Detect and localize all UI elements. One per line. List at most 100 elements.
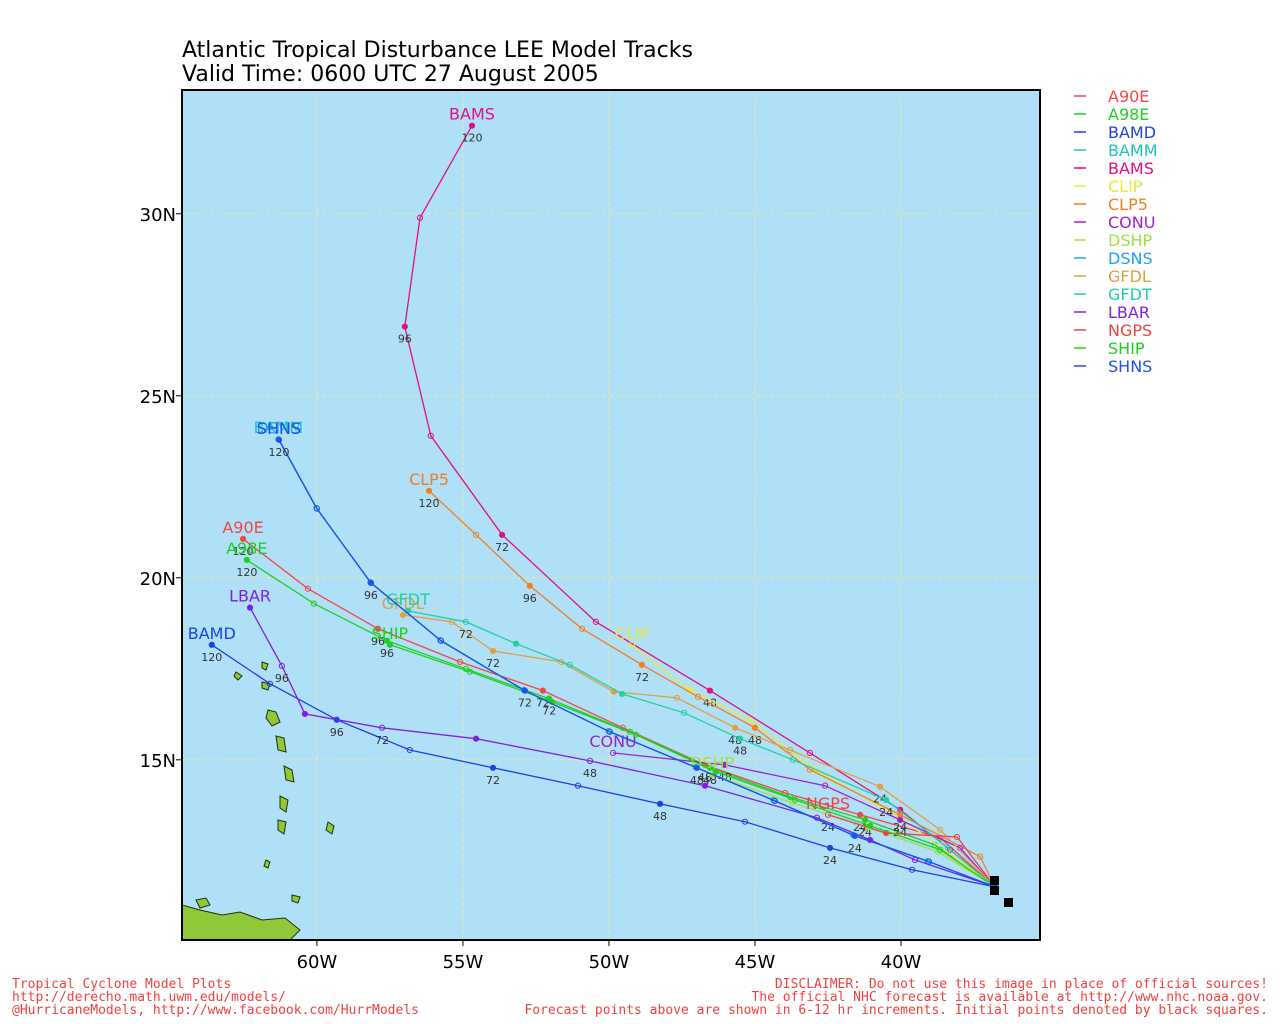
legend-label: BAMM xyxy=(1108,141,1158,160)
track-point xyxy=(821,782,829,789)
track-name: DSHP xyxy=(690,754,735,773)
track-point xyxy=(673,694,681,702)
track-point xyxy=(789,756,797,763)
hour-label: 24 xyxy=(848,842,862,855)
track-point xyxy=(399,611,407,619)
legend-label: SHIP xyxy=(1108,339,1145,358)
hour-label: 72 xyxy=(518,697,532,710)
chart-subtitle: Valid Time: 0600 UTC 27 August 2005 xyxy=(182,62,599,87)
legend-label: NGPS xyxy=(1108,321,1152,340)
track-line xyxy=(827,814,996,888)
track-point xyxy=(489,764,497,771)
track-point xyxy=(539,687,547,694)
hour-label: 120 xyxy=(268,446,289,459)
track-point xyxy=(466,668,474,675)
track-point xyxy=(266,680,274,687)
hour-label: 48 xyxy=(653,810,667,823)
hour-label: 120 xyxy=(233,545,254,558)
track-point xyxy=(498,531,506,538)
track-line xyxy=(612,752,996,888)
footer-left: Tropical Cyclone Model Plots xyxy=(12,977,231,992)
legend-label: CLIP xyxy=(1108,177,1143,196)
track-point xyxy=(861,816,869,823)
track-name: GFDT xyxy=(386,590,430,609)
track-name: SHIP xyxy=(372,624,409,643)
track-point xyxy=(462,618,469,625)
track-point xyxy=(628,641,636,648)
chart-title: Atlantic Tropical Disturbance LEE Model … xyxy=(182,38,693,63)
track-point xyxy=(378,724,386,731)
hour-label: 48 xyxy=(690,774,704,787)
track-name: CLIP xyxy=(615,624,650,643)
footer-left: http://derecho.math.uwm.edu/models/ xyxy=(12,990,286,1005)
track-point xyxy=(606,728,613,735)
track-point xyxy=(680,709,688,716)
track-line xyxy=(211,644,996,888)
track-point xyxy=(526,582,533,589)
track-point xyxy=(275,436,283,443)
legend-label: A90E xyxy=(1108,87,1149,106)
hour-label: 24 xyxy=(893,821,907,834)
track-point xyxy=(866,822,874,829)
hour-label: 72 xyxy=(486,657,500,670)
track-point xyxy=(313,505,321,512)
track-point xyxy=(208,641,215,648)
track-name: A90E xyxy=(222,518,263,537)
track-point xyxy=(374,625,382,632)
hour-label: 48 xyxy=(698,771,712,784)
track-point xyxy=(574,782,582,789)
track-line xyxy=(407,610,996,888)
track-name: CONU xyxy=(589,732,636,751)
hour-label: 72 xyxy=(375,734,389,747)
track-point xyxy=(512,640,520,647)
track-name: BAMM xyxy=(254,418,304,437)
track-point xyxy=(693,764,700,771)
track-name: CLP5 xyxy=(409,470,449,489)
y-tick-label: 30N xyxy=(140,205,176,226)
x-tick-label: 40W xyxy=(881,952,922,973)
tracks: 24487296120A90E24487296120A98E2448729612… xyxy=(182,90,1040,940)
plot-frame xyxy=(181,89,1041,941)
track-point xyxy=(701,782,709,789)
hour-label: 96 xyxy=(380,647,394,660)
x-tick-label: 45W xyxy=(735,952,776,973)
track-point xyxy=(694,693,702,700)
legend-label: CONU xyxy=(1108,213,1155,232)
track-line xyxy=(428,490,996,888)
footer-right: Forecast points above are shown in 6-12 … xyxy=(524,1003,1268,1018)
track-line xyxy=(278,439,996,888)
track-point xyxy=(566,661,573,668)
track-line xyxy=(242,538,996,888)
track-point xyxy=(301,710,309,718)
track-point xyxy=(786,746,794,754)
track-point xyxy=(751,724,759,731)
track-line xyxy=(631,644,996,888)
track-point xyxy=(876,783,884,790)
hour-label: 72 xyxy=(635,671,649,684)
track-point xyxy=(609,749,617,756)
track-name: BAMS xyxy=(449,105,495,124)
hour-label: 120 xyxy=(461,132,482,145)
hour-label: 48 xyxy=(583,767,597,780)
track-point xyxy=(304,585,311,592)
hour-label: 72 xyxy=(542,705,556,718)
track-point xyxy=(406,746,413,754)
track-name: NGPS xyxy=(806,794,850,813)
track-point xyxy=(771,797,778,805)
track-point xyxy=(416,214,424,221)
legend-label: SHNS xyxy=(1108,357,1152,376)
legend-label: BAMS xyxy=(1108,159,1154,178)
track-point xyxy=(472,735,480,742)
track-point xyxy=(925,858,933,865)
hour-label: 120 xyxy=(419,497,440,510)
track-point xyxy=(456,658,464,665)
legend-label: DSHP xyxy=(1108,231,1153,250)
hour-label: 120 xyxy=(236,566,257,579)
track-name: A98E xyxy=(226,539,267,558)
track-point xyxy=(427,432,434,439)
track-point xyxy=(638,661,646,668)
hour-label: 24 xyxy=(893,826,907,839)
track-point xyxy=(721,761,728,769)
hour-label: 96 xyxy=(364,589,378,602)
